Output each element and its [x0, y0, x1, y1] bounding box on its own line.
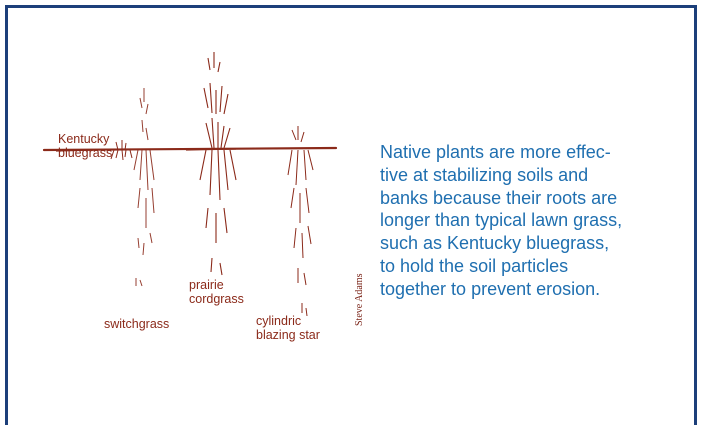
root-systems-illustration — [42, 52, 338, 317]
photo-credit: Steve Adams — [354, 273, 365, 327]
label-cylindric-blazing-star: cylindric blazing star — [256, 314, 320, 342]
panel-frame: Kentucky bluegrass switchgrass prairie c… — [5, 5, 697, 425]
caption-text: Native plants are more effec- tive at st… — [380, 142, 623, 299]
label-kentucky-bluegrass: Kentucky bluegrass — [58, 132, 113, 160]
label-prairie-cordgrass: prairie cordgrass — [189, 278, 244, 306]
blazing-star-roots — [287, 126, 314, 317]
switchgrass-roots — [133, 88, 155, 287]
prairie-cordgrass-roots — [199, 52, 237, 276]
label-switchgrass: switchgrass — [104, 317, 170, 331]
kentucky-bluegrass-roots — [110, 140, 133, 161]
